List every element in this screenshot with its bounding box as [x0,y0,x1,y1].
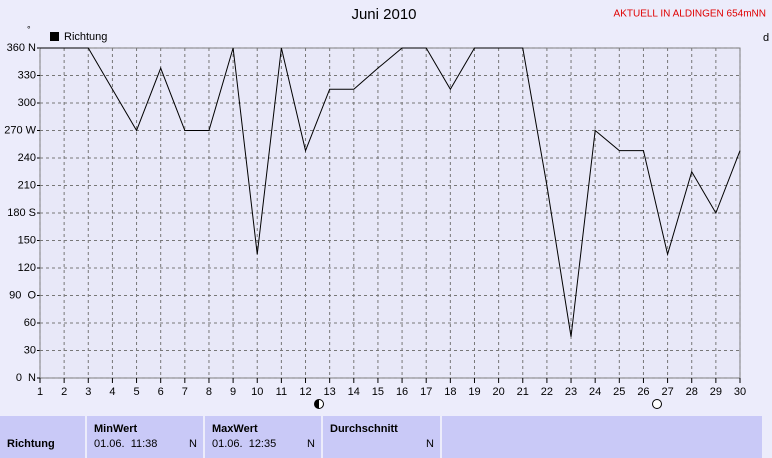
annotation: AKTUELL IN ALDINGEN 654mNN [614,9,766,20]
y-tick-label: 120 [18,262,36,274]
x-tick-label: 8 [206,386,212,398]
y-tick-label: 210 [18,179,36,191]
x-tick-label: 9 [230,386,236,398]
y2-axis-label: d [763,32,769,44]
x-tick-label: 13 [324,386,336,398]
row-label-cell: Richtung [0,416,85,458]
y-tick-label: 270 W [4,124,36,136]
y-tick-label: 60 [24,317,36,329]
column-header: Durchschnitt [330,423,398,435]
x-tick-label: 29 [710,386,722,398]
x-tick-label: 7 [182,386,188,398]
x-tick-label: 20 [492,386,504,398]
x-tick-label: 16 [396,386,408,398]
x-tick-label: 30 [734,386,746,398]
max-cell: MaxWert 01.06. 12:35 N [205,416,321,458]
column-header: MinWert [94,423,138,435]
y-tick-label: 150 [18,234,36,246]
x-tick-label: 14 [348,386,360,398]
avg-cell: Durchschnitt N [323,416,440,458]
y-tick-label: 0 N [16,372,36,384]
max-time: 01.06. 12:35 [212,438,277,450]
max-value: N [307,438,315,450]
row-label: Richtung [7,438,55,450]
min-cell: MinWert 01.06. 11:38 N [87,416,203,458]
min-time: 01.06. 11:38 [94,438,158,450]
x-tick-label: 21 [517,386,529,398]
x-tick-label: 2 [61,386,67,398]
chart: Juni 2010 AKTUELL IN ALDINGEN 654mNN ° d… [4,6,769,409]
x-tick-label: 27 [661,386,673,398]
x-tick-label: 19 [468,386,480,398]
x-tick-label: 15 [372,386,384,398]
y-tick-label: 330 [18,69,36,81]
moon-icon [652,399,662,409]
x-tick-label: 6 [158,386,164,398]
line-series [40,47,741,337]
x-tick-label: 23 [565,386,577,398]
legend-label: Richtung [64,31,107,43]
x-tick-label: 22 [541,386,553,398]
y-tick-label: 360 N [7,42,36,54]
x-tick-label: 26 [637,386,649,398]
x-tick-label: 11 [276,386,287,398]
x-tick-label: 18 [444,386,456,398]
column-header: MaxWert [212,423,258,435]
y-tick-label: 300 [18,97,36,109]
x-tick-label: 28 [686,386,698,398]
x-tick-label: 24 [589,386,601,398]
x-tick-label: 3 [85,386,91,398]
x-tick-label: 25 [613,386,625,398]
x-tick-label: 17 [420,386,432,398]
avg-value: N [426,438,434,450]
y-tick-label: 90 O [9,289,36,301]
y-tick-label: 180 S [7,207,36,219]
chart-title: Juni 2010 [351,6,416,23]
x-tick-label: 12 [299,386,311,398]
empty-cell [442,416,762,458]
moon-icon-shade [314,399,319,409]
x-tick-label: 4 [109,386,115,398]
x-tick-label: 10 [251,386,263,398]
x-tick-label: 5 [133,386,139,398]
min-value: N [189,438,197,450]
x-tick-label: 1 [37,386,43,398]
legend-swatch [50,32,59,41]
y-tick-label: 240 [18,152,36,164]
y-tick-label: 30 [24,344,36,356]
y-axis-label: ° [27,24,31,34]
